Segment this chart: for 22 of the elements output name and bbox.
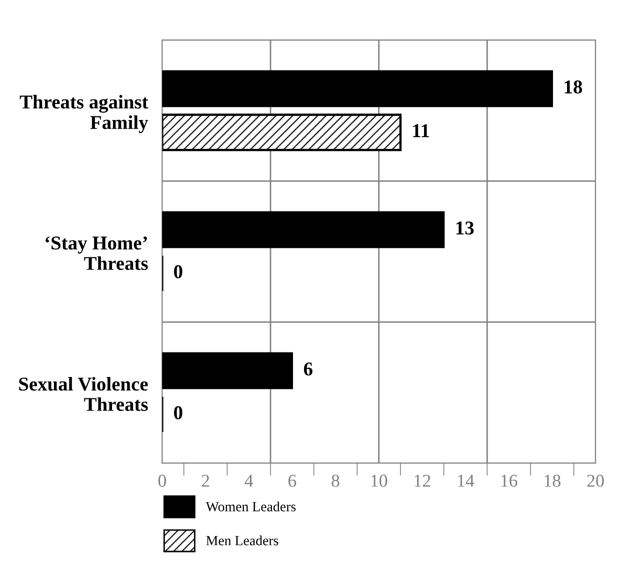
x-tick-label: 2 [202, 474, 210, 487]
x-tick-label: 18 [544, 474, 560, 487]
y-tick-label: Sexual Violence Threats [19, 376, 148, 411]
data-label: 6 [304, 362, 312, 376]
x-tick-label: 6 [288, 474, 296, 487]
data-label: 13 [456, 221, 474, 235]
y-tick-label: Threats against Family [20, 94, 148, 134]
x-tick-label: 20 [587, 474, 604, 487]
x-tick-label: 14 [458, 474, 474, 487]
data-label: 11 [413, 124, 429, 138]
y-tick-label: ‘Stay Home’ Threats [46, 236, 148, 270]
x-tick-label: 8 [332, 474, 340, 487]
x-tick-label: 12 [414, 474, 430, 487]
x-tick-label: 10 [371, 474, 388, 487]
data-label: 0 [174, 265, 182, 278]
data-label: 0 [174, 406, 182, 420]
x-tick-label: 16 [501, 474, 518, 487]
x-tick-label: 4 [244, 474, 254, 487]
legend-label: Men Leaders [206, 536, 278, 546]
legend-label: Women Leaders [206, 502, 296, 512]
x-tick-label: 0 [158, 474, 166, 487]
data-label: 18 [564, 80, 582, 94]
